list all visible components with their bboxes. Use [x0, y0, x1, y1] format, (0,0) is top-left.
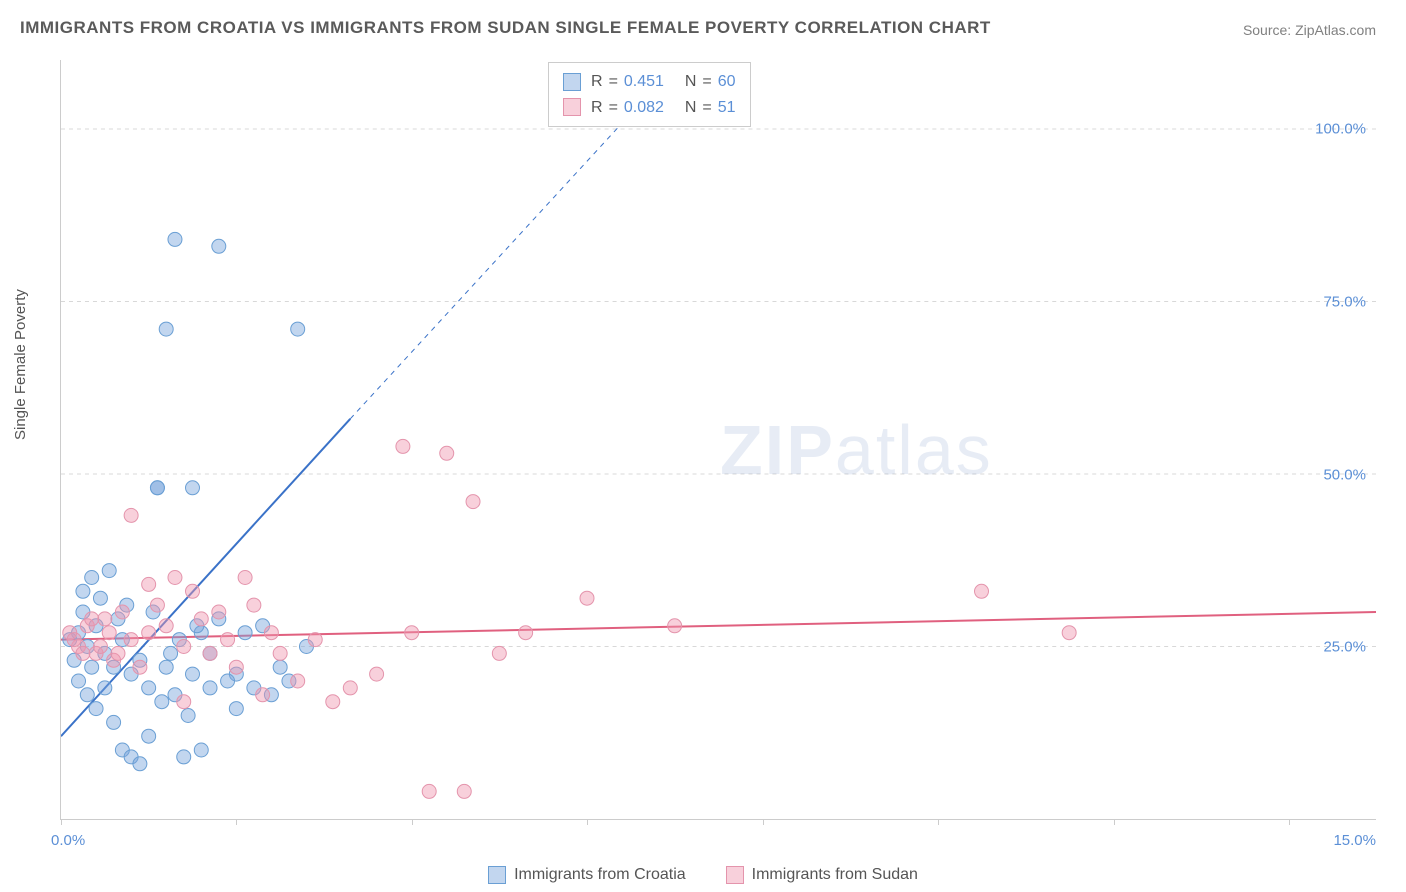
chart-title: IMMIGRANTS FROM CROATIA VS IMMIGRANTS FR… — [20, 18, 991, 38]
x-tick-mark — [938, 819, 939, 825]
legend-item-croatia: Immigrants from Croatia — [488, 866, 686, 884]
legend-item-sudan: Immigrants from Sudan — [726, 866, 918, 884]
y-axis-label: Single Female Poverty — [12, 289, 29, 440]
stats-box: R = 0.451 N = 60 R = 0.082 N = 51 — [548, 62, 751, 127]
y-tick-label: 50.0% — [1323, 466, 1366, 483]
stats-eq: = — [609, 95, 618, 121]
chart-svg — [61, 60, 1376, 819]
x-tick-mark — [763, 819, 764, 825]
legend-swatch-sudan — [726, 866, 744, 884]
stats-row-croatia: R = 0.451 N = 60 — [563, 69, 736, 95]
plot-area: 25.0%50.0%75.0%100.0% 0.0% 15.0% — [60, 60, 1376, 820]
stats-n-label: N — [685, 95, 697, 121]
stats-swatch-sudan — [563, 98, 581, 116]
stats-eq: = — [702, 95, 711, 121]
stats-n-sudan: 51 — [718, 95, 736, 121]
stats-r-label: R — [591, 69, 603, 95]
stats-r-label: R — [591, 95, 603, 121]
y-tick-label: 25.0% — [1323, 639, 1366, 656]
stats-swatch-croatia — [563, 73, 581, 91]
x-tick-mark — [1114, 819, 1115, 825]
x-tick-mark — [61, 819, 62, 825]
x-tick-mark — [1289, 819, 1290, 825]
source-label: Source: ZipAtlas.com — [1243, 22, 1376, 38]
bottom-legend: Immigrants from Croatia Immigrants from … — [0, 866, 1406, 884]
legend-swatch-croatia — [488, 866, 506, 884]
stats-n-croatia: 60 — [718, 69, 736, 95]
y-tick-label: 100.0% — [1315, 121, 1366, 138]
stats-eq: = — [609, 69, 618, 95]
stats-eq: = — [702, 69, 711, 95]
stats-n-label: N — [685, 69, 697, 95]
x-tick-mark — [587, 819, 588, 825]
stats-r-sudan: 0.082 — [624, 95, 664, 121]
x-tick-mark — [412, 819, 413, 825]
legend-label-croatia: Immigrants from Croatia — [514, 866, 686, 884]
legend-label-sudan: Immigrants from Sudan — [752, 866, 918, 884]
x-tick-mark — [236, 819, 237, 825]
stats-row-sudan: R = 0.082 N = 51 — [563, 95, 736, 121]
x-tick-label-min: 0.0% — [51, 832, 85, 849]
x-tick-label-max: 15.0% — [1333, 832, 1376, 849]
y-tick-label: 75.0% — [1323, 293, 1366, 310]
stats-r-croatia: 0.451 — [624, 69, 664, 95]
